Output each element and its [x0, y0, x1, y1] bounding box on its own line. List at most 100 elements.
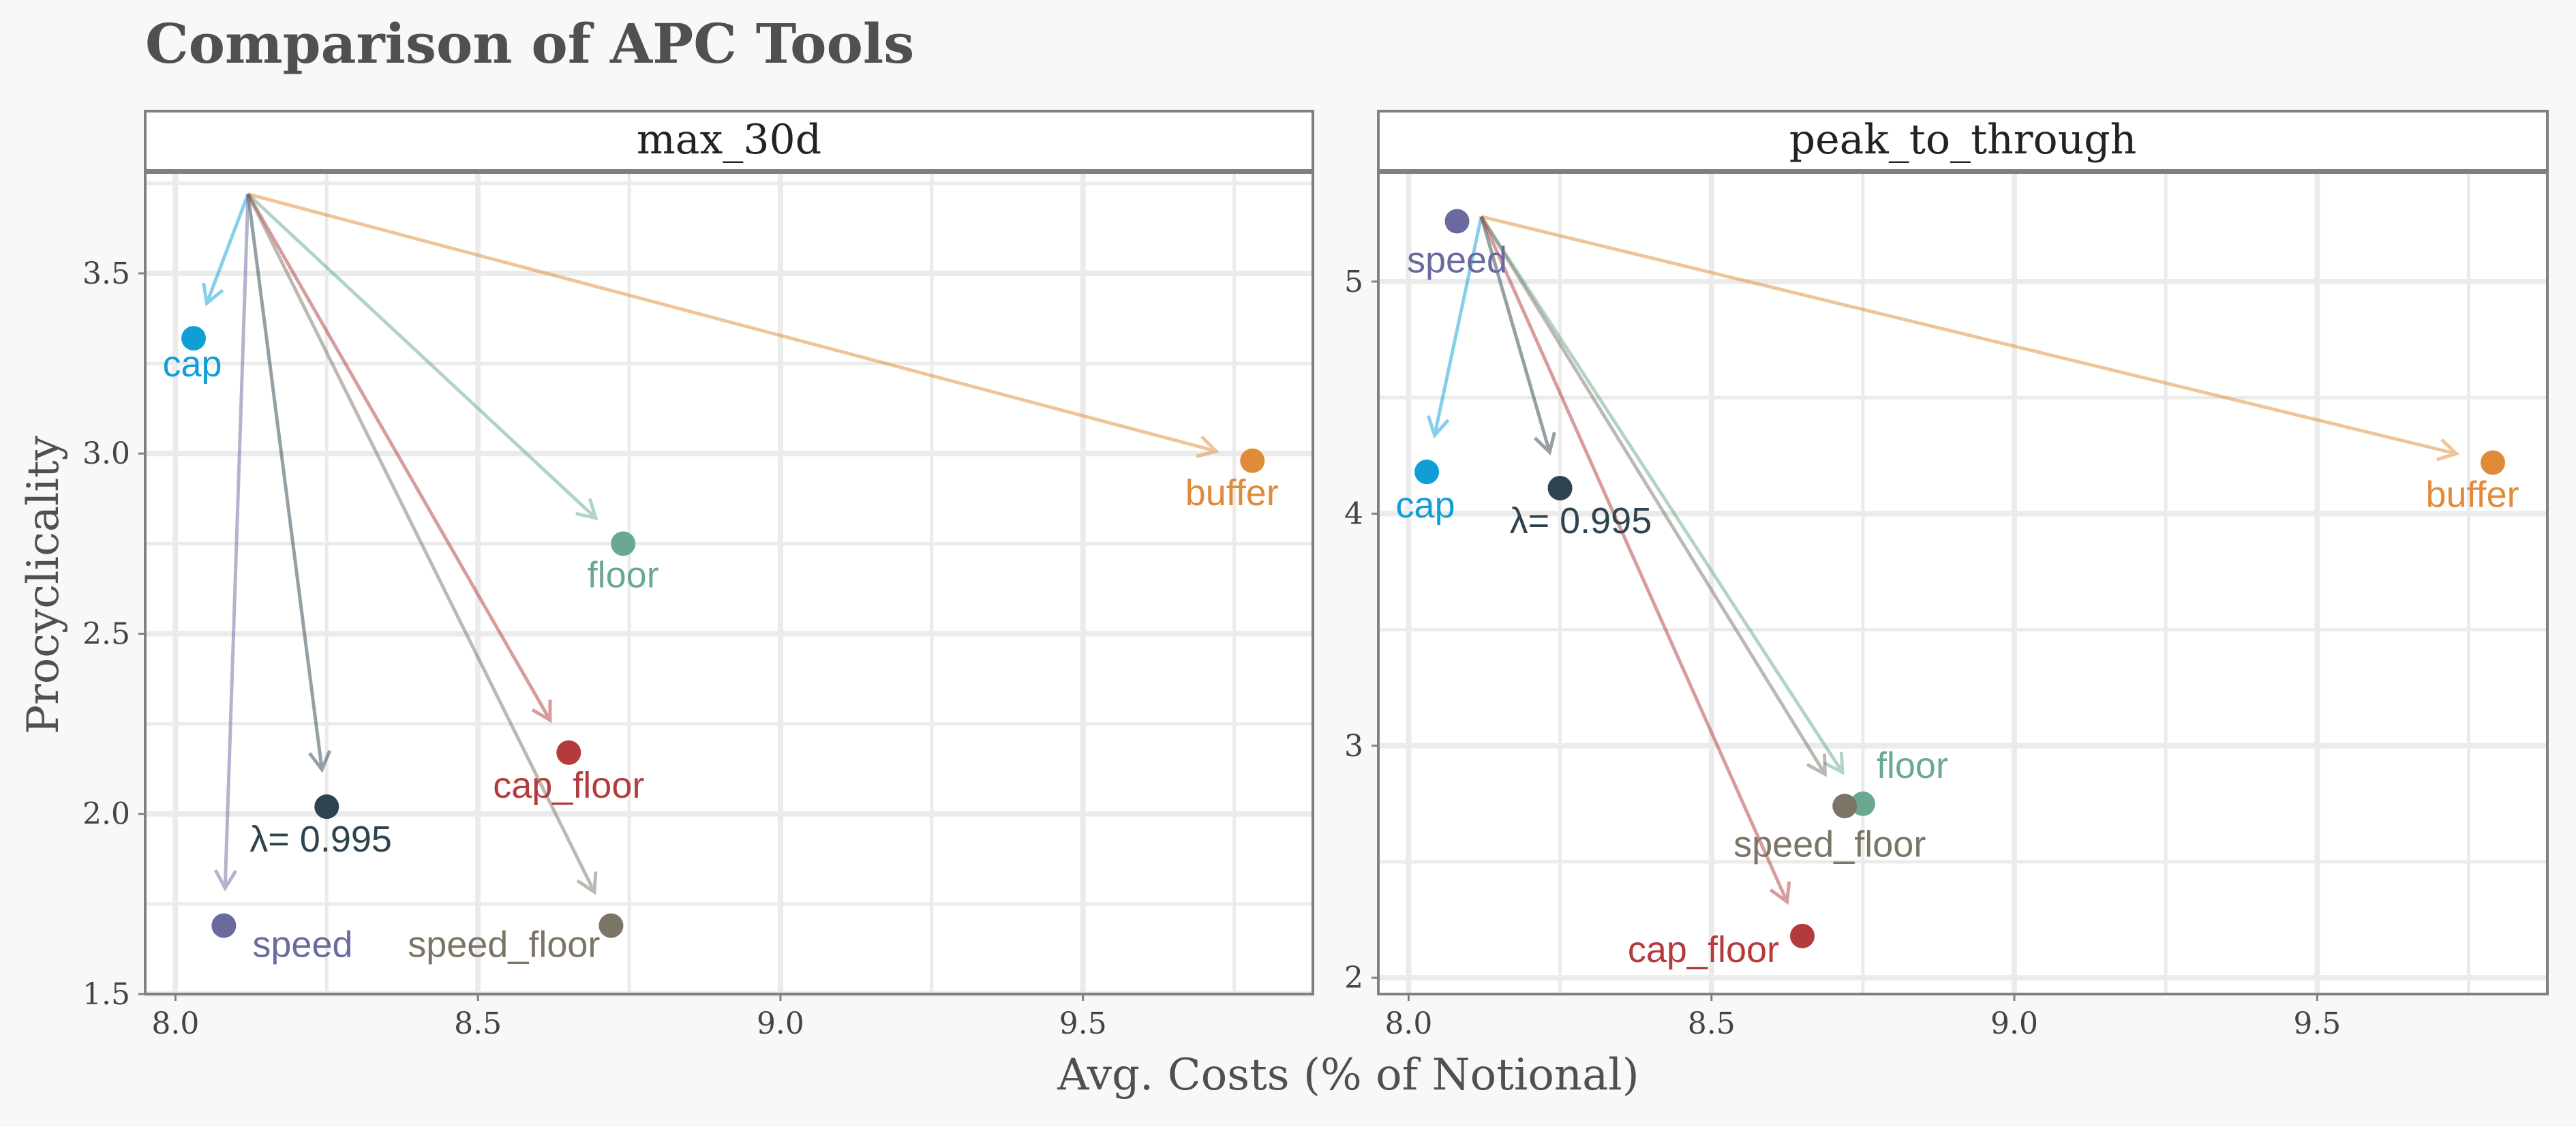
point-speed [211, 913, 237, 938]
arrow-shaft [1433, 216, 1483, 436]
point-cap-floor [1790, 923, 1815, 948]
arrow-speed [213, 194, 250, 892]
arrow-shaft [1479, 215, 1827, 775]
x-axis-title: Avg. Costs (% of Notional) [1057, 1050, 1639, 1100]
point-label-speed: speed [252, 925, 352, 965]
arrow-head [1426, 415, 1450, 439]
facet-panel-max-30d: max_30d 8.0 8.5 9.0 9.5 1.5 2.0 2.5 3.0 3.5 cap buf… [82, 110, 1314, 1041]
point-lambda-0-995 [314, 794, 339, 820]
arrow-head [575, 498, 598, 521]
arrow-head [1823, 751, 1845, 775]
arrow-buffer [1481, 215, 2460, 462]
point-label-buffer: buffer [2425, 474, 2519, 515]
gridlines [1378, 172, 2547, 994]
point-label-lambda-0-995: λ= 0.995 [1510, 500, 1652, 541]
point-label-cap-floor: cap_floor [493, 765, 644, 806]
x-tick-label: 8.0 [151, 1006, 199, 1041]
x-tick-label: 9.0 [1990, 1006, 2038, 1041]
arrow-head [1806, 753, 1827, 777]
arrow-head [1196, 435, 1219, 458]
facet-panels: max_30d 8.0 8.5 9.0 9.5 1.5 2.0 2.5 3.0 3.5 cap buf… [82, 110, 2549, 1041]
point-label-speed: speed [1407, 239, 1507, 280]
facet-panel-peak-to-through: peak_to_through 8.0 8.5 9.0 9.5 2 3 4 5 speed cap b… [1344, 110, 2549, 1041]
arrow-shaft [1479, 215, 1845, 774]
point-label-speed-floor: speed_floor [1733, 824, 1926, 865]
point-label-speed-floor: speed_floor [408, 925, 600, 965]
point-speed [1444, 209, 1470, 234]
facet-strip [144, 110, 1314, 172]
point-label-cap: cap [1396, 485, 1455, 526]
point-label-floor: floor [1877, 745, 1948, 786]
y-tick-label: 5 [1344, 265, 1363, 299]
arrow-speed-floor [246, 193, 598, 895]
x-tick-label: 9.0 [757, 1006, 804, 1041]
x-tick-label: 9.5 [2293, 1006, 2341, 1041]
arrow-shaft [247, 192, 1217, 453]
arrow-shaft [246, 193, 552, 721]
arrow-shaft [1479, 215, 1789, 903]
plot-area [1378, 172, 2547, 994]
arrow-speed-floor [1479, 215, 1827, 777]
arrow-head [576, 871, 598, 895]
arrow-cap-floor [1479, 215, 1791, 905]
point-label-buffer: buffer [1185, 472, 1279, 513]
y-tick-label: 2.0 [82, 797, 130, 832]
x-tick-label: 8.0 [1384, 1006, 1432, 1041]
point-floor [1850, 791, 1875, 816]
arrow-head [531, 700, 552, 723]
arrow-cap [1426, 216, 1483, 439]
y-axis-title: Procyclicality [18, 436, 69, 734]
points: cap buffer floor cap_floor λ= 0.995 speed spee… [162, 326, 1279, 965]
arrow-lambda-0-995 [1479, 215, 1556, 455]
point-cap [1414, 460, 1440, 485]
facet-title-peak-to-through: peak_to_through [1789, 116, 2137, 164]
chart-title: Comparison of APC Tools [145, 12, 914, 76]
arrow-shaft [246, 194, 324, 770]
point-buffer [2481, 450, 2506, 475]
point-floor [611, 531, 636, 556]
y-tick-label: 2.5 [82, 616, 130, 651]
arrow-cap-floor [246, 193, 552, 723]
y-tick-label: 3 [1344, 729, 1363, 764]
arrow-shaft [1481, 215, 2457, 455]
facet-title-max-30d: max_30d [637, 116, 821, 164]
plot-border [1377, 171, 2549, 995]
x-tick-label: 8.5 [454, 1006, 502, 1041]
point-cap [181, 326, 207, 351]
point-label-lambda-0-995: λ= 0.995 [249, 819, 392, 860]
arrow-shaft [1479, 215, 1551, 453]
arrows [202, 192, 1219, 895]
point-label-floor: floor [588, 554, 659, 595]
y-tick-label: 2 [1344, 961, 1363, 995]
arrow-shaft [247, 192, 597, 520]
point-buffer [1240, 448, 1265, 473]
arrow-lambda-0-995 [246, 194, 332, 773]
point-speed-floor [598, 913, 624, 938]
facet-strip [1377, 110, 2549, 172]
x-tick-label: 8.5 [1688, 1006, 1736, 1041]
arrows [1426, 215, 2460, 905]
arrow-shaft [246, 193, 596, 893]
y-tick-label: 3.5 [82, 256, 130, 291]
arrow-buffer [247, 192, 1219, 458]
arrow-shaft [223, 194, 250, 888]
points: speed cap buffer λ= 0.995 floor speed_floorca… [1396, 209, 2519, 970]
point-lambda-0-995 [1547, 475, 1573, 500]
arrow-shaft [205, 193, 250, 304]
arrow-floor [247, 192, 598, 521]
y-tick-label: 1.5 [82, 977, 130, 1012]
y-tick-label: 3.0 [82, 436, 130, 471]
arrow-head [202, 282, 224, 307]
plot-border [144, 171, 1314, 995]
arrow-floor [1479, 215, 1845, 775]
x-tick-label: 9.5 [1059, 1006, 1107, 1041]
point-cap-floor [556, 740, 581, 765]
arrow-cap [202, 193, 250, 307]
point-label-cap-floor: cap_floor [1628, 929, 1779, 970]
arrow-head [1769, 881, 1791, 905]
point-speed-floor [1832, 794, 1858, 819]
point-label-cap: cap [162, 344, 222, 385]
arrow-head [213, 869, 238, 892]
plot-area [145, 172, 1313, 994]
